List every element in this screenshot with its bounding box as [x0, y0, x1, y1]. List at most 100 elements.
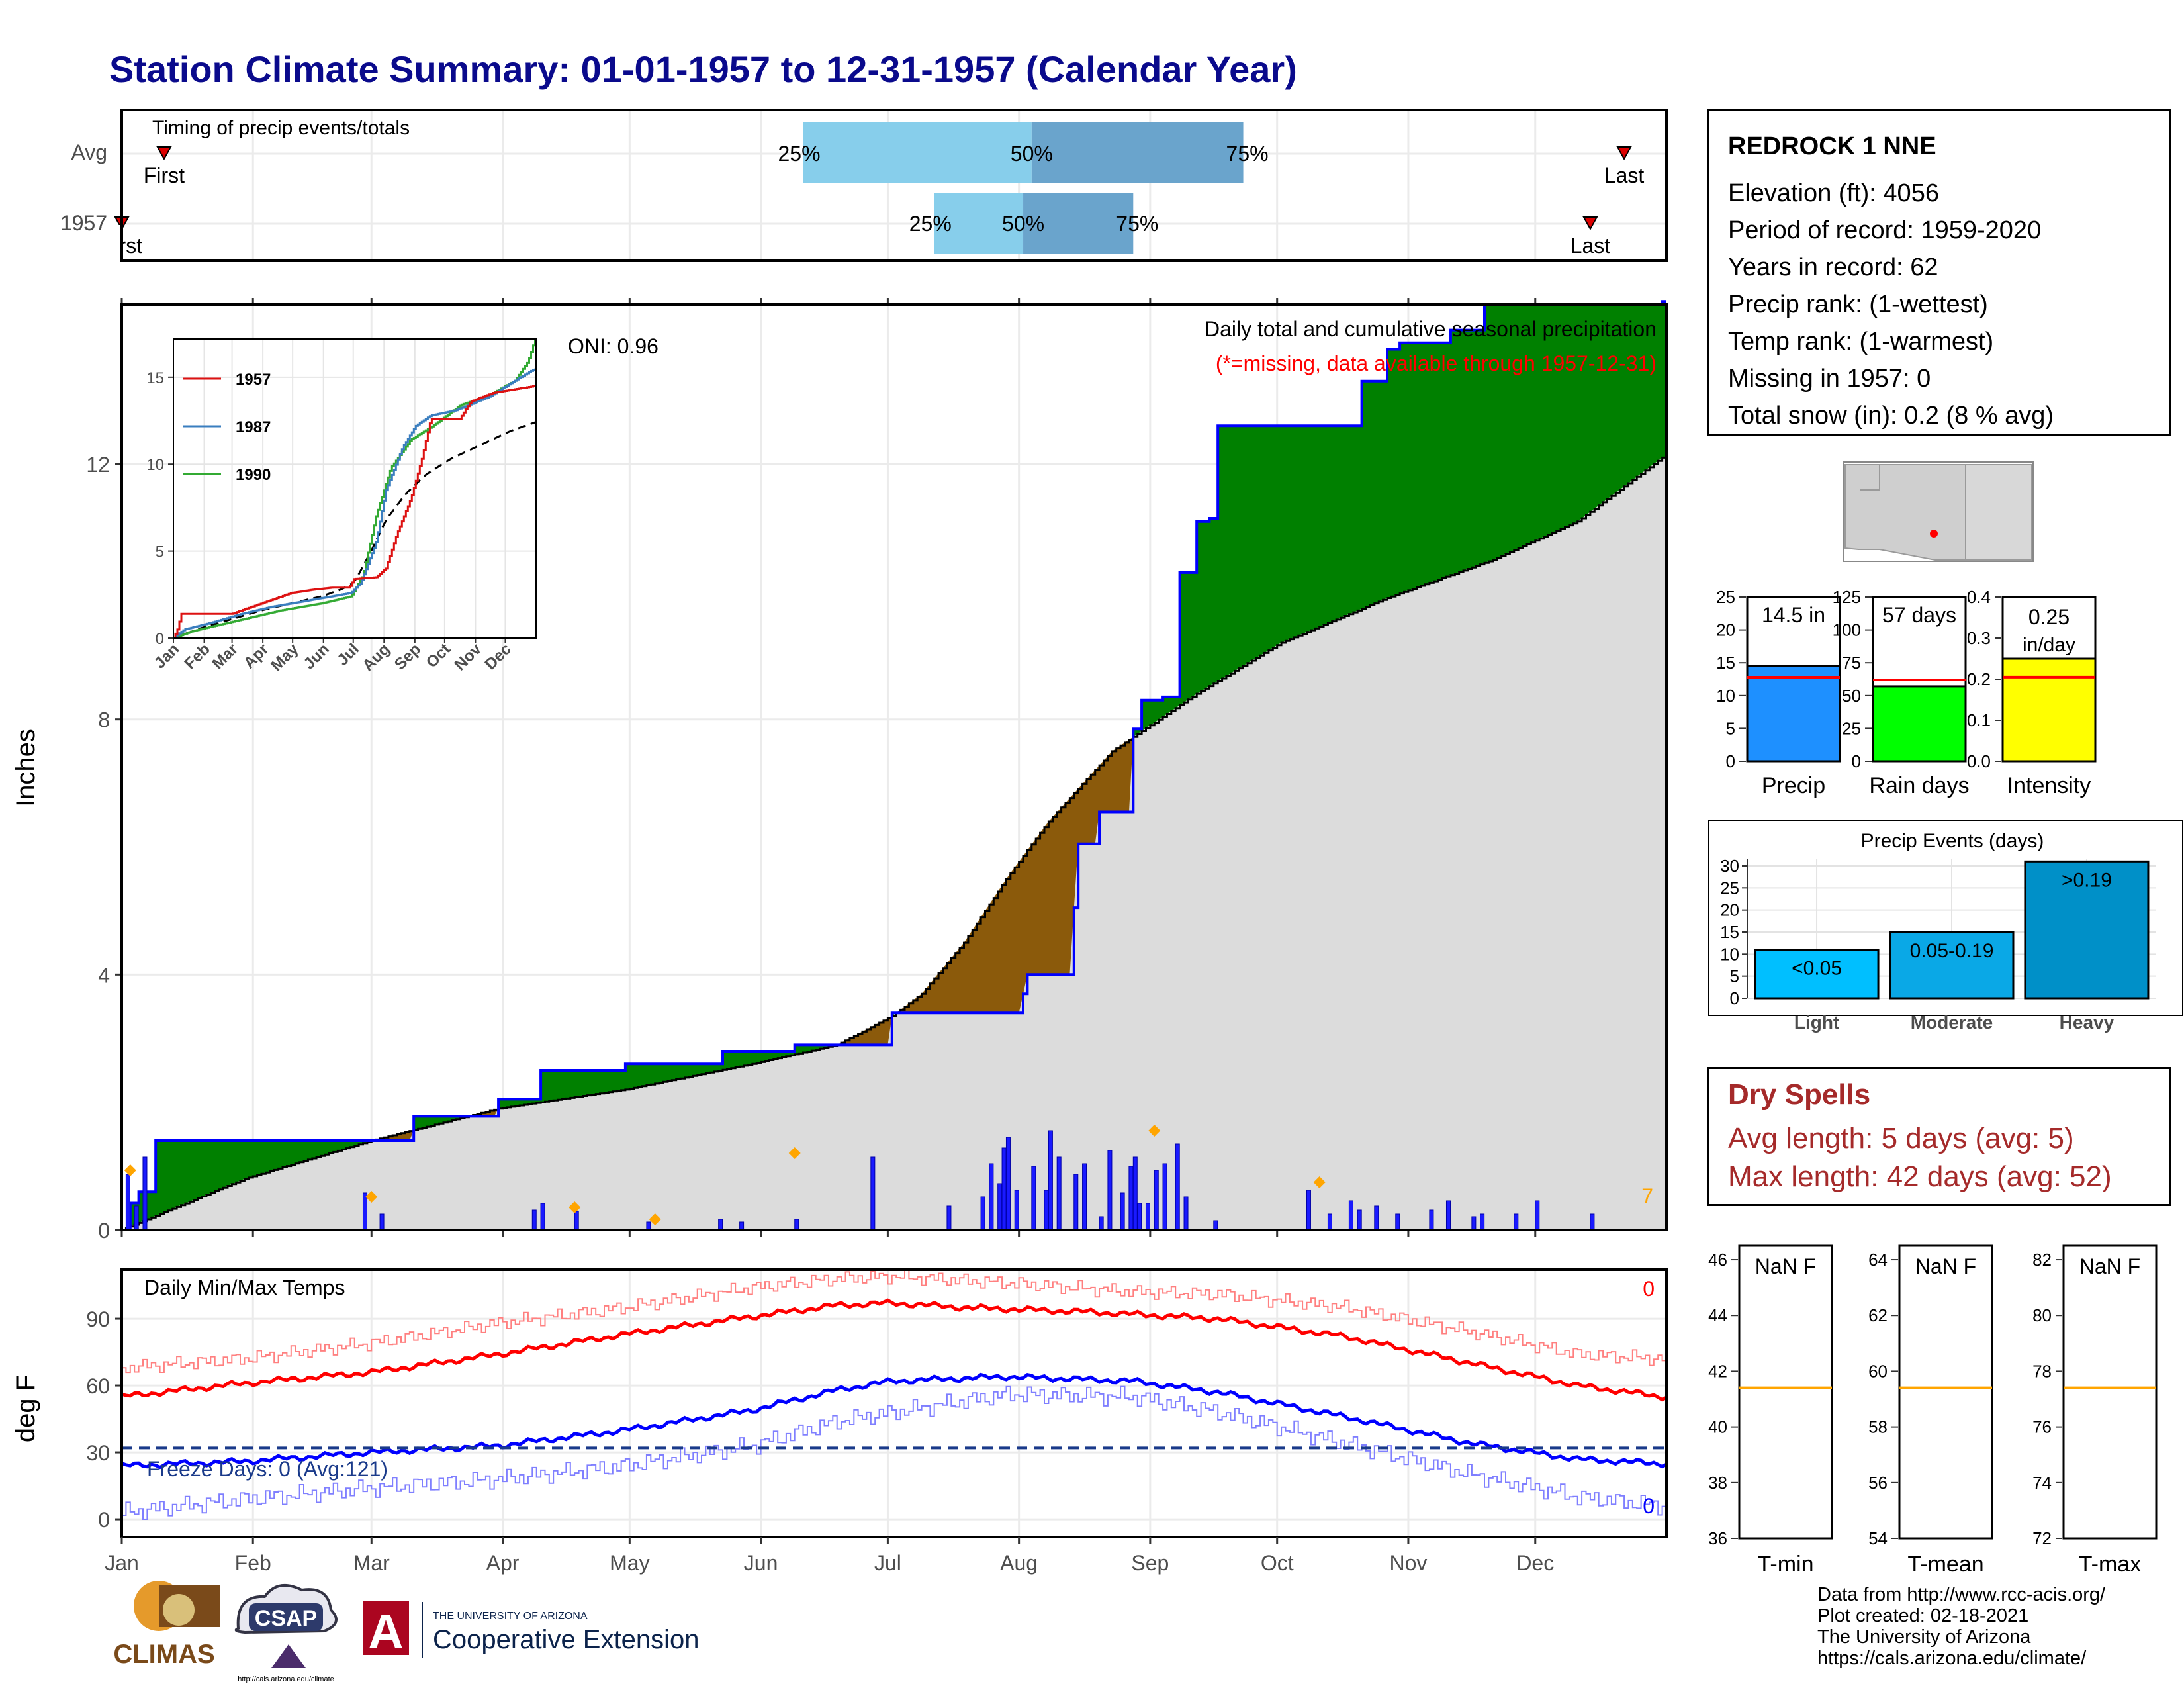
month-label: May	[610, 1551, 649, 1575]
daily-precip-bar	[1154, 1170, 1159, 1231]
tmin-missing-count: 0	[1643, 1494, 1655, 1518]
daily-precip-bar	[1128, 1166, 1134, 1231]
temperature-panel: Daily Min/Max Temps 0 Freeze Days: 0 (Av…	[11, 1268, 1668, 1575]
daily-precip-bar	[997, 1183, 1003, 1231]
station-details: Elevation (ft): 4056 Period of record: 1…	[1728, 175, 2054, 434]
quartile-label-25: 25%	[909, 212, 952, 236]
events-bar	[1754, 949, 1880, 1000]
temp-box-ytick-label: 76	[2032, 1417, 2052, 1437]
monthly-max-diamond	[788, 1147, 801, 1159]
mini-bar-chart-intensity: 0.0 0.1 0.2 0.3 0.4 0.25 in/day Intensity	[1967, 587, 2097, 798]
avg-max-line	[121, 1298, 1668, 1402]
climatology-line	[122, 456, 1666, 1231]
mini-bar-ytick-label: 10	[1716, 686, 1735, 706]
daily-precip-bar	[1162, 1163, 1167, 1231]
timing-row-label-1957: 1957	[60, 211, 107, 235]
temp-box-ytick-label: 78	[2032, 1361, 2052, 1381]
temp-box-ytick-label: 40	[1708, 1417, 1727, 1437]
footer-plot-created: Plot created: 02-18-2021	[1817, 1605, 2029, 1626]
events-category-label: Heavy	[2060, 1012, 2115, 1033]
temp-ytick-label: 0	[98, 1508, 110, 1532]
mini-bar-ytick-label: 20	[1716, 620, 1735, 640]
daily-precip-bar	[1306, 1190, 1311, 1231]
daily-precip-bar	[125, 1174, 130, 1231]
mini-bar-value	[2001, 657, 2097, 763]
mini-bar-ytick-label: 15	[1716, 653, 1735, 673]
temp-box-ytick-label: 44	[1708, 1305, 1727, 1325]
station-years: Years in record: 62	[1728, 254, 1938, 281]
temp-box-ytick-label: 60	[1868, 1361, 1888, 1381]
daily-precip-bar	[142, 1156, 148, 1231]
daily-precip-bar	[1082, 1163, 1087, 1231]
cumulative-precip-line	[122, 300, 1666, 1231]
station-period: Period of record: 1959-2020	[1728, 216, 2042, 244]
temp-box-frame	[1898, 1244, 1993, 1540]
month-label: Aug	[1000, 1551, 1038, 1575]
month-label: Oct	[1261, 1551, 1294, 1575]
temp-box-ytick-label: 42	[1708, 1361, 1727, 1381]
timing-row-label-1957-overlay: 1957	[60, 211, 107, 235]
temp-box-category-label: T-min	[1758, 1552, 1814, 1575]
climas-cloud-icon	[163, 1594, 195, 1626]
mini-bar-ytick-label: 0.1	[1967, 710, 1991, 730]
inset-frame	[173, 338, 537, 639]
precip-panel-title: Daily total and cumulative seasonal prec…	[1205, 317, 1657, 341]
dry-spells-details: Avg length: 5 days (avg: 5) Max length: …	[1728, 1119, 2112, 1196]
mini-bar-category-label: Rain days	[1869, 773, 1969, 798]
daily-precip-bar	[574, 1211, 579, 1231]
events-bar-label: 0.05-0.19	[1910, 940, 1994, 962]
daily-precip-bar	[1137, 1203, 1142, 1231]
temp-box-value-label: NaN F	[1755, 1254, 1816, 1278]
month-label: Dec	[1516, 1551, 1554, 1575]
daily-precip-bar	[946, 1205, 952, 1231]
inset-legend-label: 1957	[236, 371, 271, 389]
daily-precip-bar	[134, 1205, 139, 1231]
daily-precip-bar	[989, 1163, 994, 1231]
events-ytick-label: 5	[1730, 966, 1739, 986]
events-ytick-label: 15	[1720, 922, 1739, 942]
temp-box-value-label: NaN F	[1915, 1254, 1976, 1278]
mini-bar-chart-precip: 0 5 10 15 20 25 14.5 in Precip	[1716, 587, 1841, 798]
temp-ytick-label: 90	[86, 1307, 110, 1331]
csap-logo: CSAP http://cals.arizona.edu/climate	[234, 1584, 338, 1683]
quartile-label-75: 75%	[1226, 142, 1269, 165]
quartile-bar-25-50	[803, 122, 1032, 183]
oni-value: ONI: 0.96	[568, 334, 659, 358]
daily-precip-bar	[1327, 1213, 1332, 1231]
month-label: Feb	[235, 1551, 271, 1575]
mini-bar-ytick-label: 125	[1833, 587, 1861, 607]
daily-precip-bar	[1429, 1209, 1434, 1231]
temp-frame	[120, 1268, 1668, 1538]
daily-precip-bar	[870, 1156, 876, 1231]
timing-marker-icon	[156, 146, 172, 161]
temp-box-ytick-label: 46	[1708, 1250, 1727, 1270]
timing-panel: 25%50%75%25%50%75% FirstLastFirstLast195…	[60, 109, 1668, 262]
inset-ytick-label: 0	[156, 630, 164, 648]
climas-logo-text: CLIMAS	[113, 1640, 214, 1669]
mini-bar-category-label: Intensity	[2007, 773, 2091, 798]
record-min-line	[122, 1385, 1667, 1520]
main-chart-area: 25%50%75%25%50%75% FirstLastFirstLast195…	[11, 109, 1668, 1575]
mini-bar-value	[1746, 665, 1841, 763]
daily-precip-bar	[1395, 1213, 1400, 1231]
daily-precip-bar	[1590, 1213, 1595, 1231]
temp-box-ytick-label: 56	[1868, 1473, 1888, 1493]
temp-ytick-label: 30	[86, 1441, 110, 1465]
events-ytick-label: 25	[1720, 878, 1739, 898]
new-mexico-shape	[1965, 464, 2032, 561]
tmax-missing-count: 0	[1643, 1277, 1655, 1301]
daily-precip-bar	[1183, 1196, 1189, 1231]
daily-precip-bar	[379, 1213, 385, 1231]
station-name: REDROCK 1 NNE	[1728, 132, 1936, 160]
ua-big-text: Cooperative Extension	[433, 1625, 699, 1654]
events-bar-label: >0.19	[2062, 869, 2112, 891]
daily-precip-bar	[1471, 1216, 1477, 1231]
inset-legend-label: 1990	[236, 466, 271, 484]
temp-box-ytick-label: 80	[2032, 1305, 2052, 1325]
daily-precip-bar	[1445, 1200, 1451, 1231]
temp-box-ytick-label: 58	[1868, 1417, 1888, 1437]
temp-plot-background	[122, 1270, 1666, 1537]
temp-box-ytick-label: 74	[2032, 1473, 2052, 1493]
daily-precip-bar	[1145, 1203, 1150, 1231]
daily-precip-bar	[718, 1219, 723, 1231]
